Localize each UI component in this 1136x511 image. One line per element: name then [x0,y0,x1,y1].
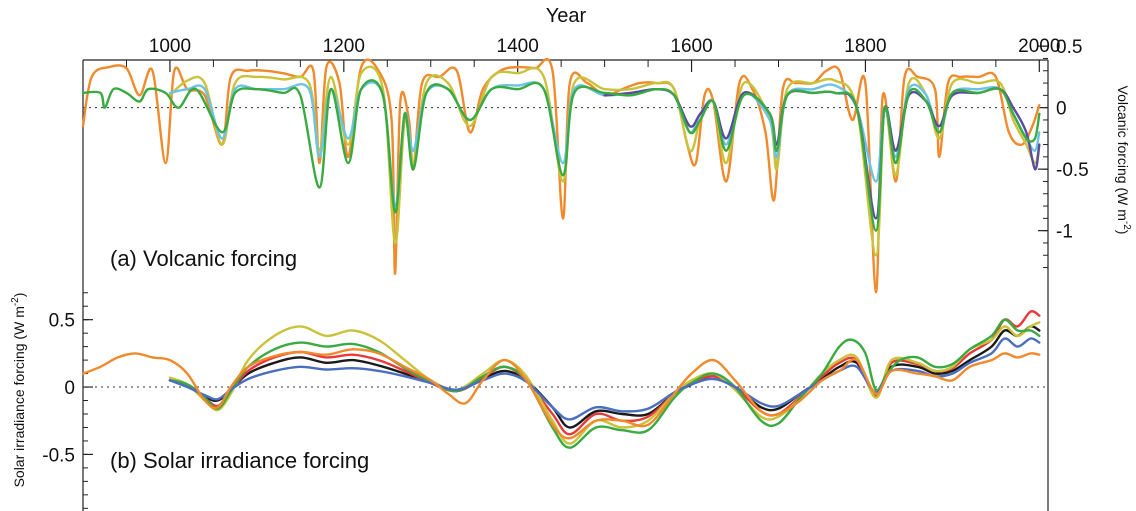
x-tick-label: 1200 [323,36,365,57]
x-axis-title: Year [546,5,587,27]
solar-series-line-1 [168,325,1041,429]
solar-series-line-5 [168,337,1041,421]
volcanic-y-tick-label: 0 [1056,99,1067,120]
volcanic-y-tick-label: 0.5 [1056,37,1082,58]
solar-series-line-3 [168,321,1041,445]
x-tick-label: 2000 [1018,36,1060,57]
volcanic-y-tick-label: -1 [1056,222,1073,243]
solar-y-tick-label: 0.5 [49,311,75,332]
solar-y-axis-title: Solar irradiance forcing (W m-2) [10,293,27,488]
solar-series-line-4 [168,318,1041,449]
panel-a-label: (a) Volcanic forcing [110,246,297,271]
x-tick-label: 1800 [844,36,886,57]
volcanic-y-tick-label: -0.5 [1056,160,1089,181]
solar-y-tick-label: 0 [64,378,75,399]
solar-y-tick-label: -0.5 [42,445,75,466]
solar-series-line-6 [81,348,1041,440]
x-tick-label: 1400 [497,36,539,57]
volcanic-y-axis-title: Volcanic forcing (W m-2) [1115,86,1132,235]
panel-b-label: (b) Solar irradiance forcing [110,448,369,473]
x-tick-label: 1000 [149,36,191,57]
volcanic-series-line-3 [168,81,1041,208]
x-tick-label: 1600 [670,36,712,57]
volcanic-series-line-5 [81,79,1041,232]
